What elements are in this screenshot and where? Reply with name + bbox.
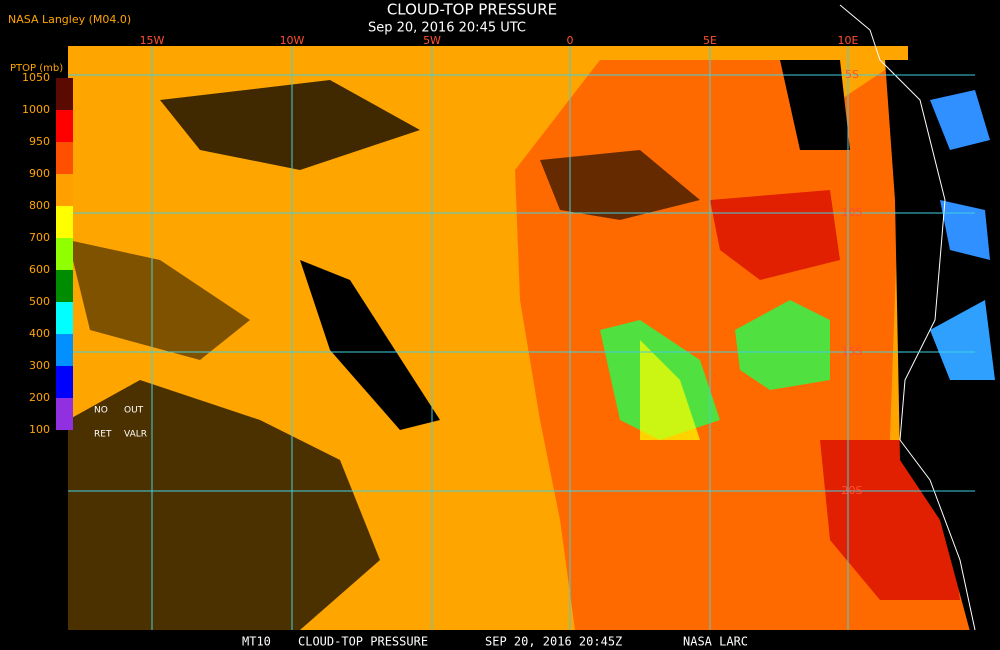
legend-tick-label: 800 bbox=[29, 199, 50, 212]
legend-swatch bbox=[56, 238, 73, 270]
longitude-label: 10E bbox=[838, 34, 859, 47]
footer-text: SEP 20, 2016 20:45Z bbox=[485, 635, 622, 649]
legend-tick-label: 1050 bbox=[22, 71, 50, 84]
legend-note: OUT bbox=[124, 406, 144, 416]
legend-swatch bbox=[56, 110, 73, 142]
clear-sky bbox=[160, 80, 420, 170]
latitude-label: 15S bbox=[842, 345, 863, 358]
legend-swatch bbox=[56, 142, 73, 174]
clear-sky bbox=[540, 150, 700, 220]
legend-tick-label: 950 bbox=[29, 135, 50, 148]
cloud-region bbox=[930, 90, 990, 150]
footer: MT10 CLOUD-TOP PRESSURE SEP 20, 2016 20:45… bbox=[242, 635, 748, 649]
map-title: CLOUD-TOP PRESSURE bbox=[387, 1, 557, 19]
legend-tick-label: 500 bbox=[29, 295, 50, 308]
legend-label: PTOP (mb) bbox=[10, 63, 63, 74]
legend-swatch bbox=[56, 398, 73, 430]
legend-swatch bbox=[56, 270, 73, 302]
footer-text: NASA LARC bbox=[683, 635, 748, 649]
legend-tick-label: 100 bbox=[29, 423, 50, 436]
legend-swatch bbox=[56, 366, 73, 398]
footer-text: CLOUD-TOP PRESSURE bbox=[298, 635, 428, 649]
legend-note: NO bbox=[94, 406, 108, 416]
cloud-region bbox=[735, 300, 830, 390]
legend-swatch bbox=[56, 78, 73, 110]
map-subtitle: Sep 20, 2016 20:45 UTC bbox=[368, 21, 526, 36]
latitude-label: 20S bbox=[842, 484, 863, 497]
legend-swatch bbox=[56, 302, 73, 334]
cloud-field bbox=[68, 4, 1000, 650]
legend-tick-label: 1000 bbox=[22, 103, 50, 116]
longitude-label: 15W bbox=[140, 34, 165, 47]
latitude-label: 10S bbox=[842, 206, 863, 219]
legend-tick-label: 300 bbox=[29, 359, 50, 372]
legend-note: RET bbox=[94, 430, 112, 440]
legend-tick-label: 600 bbox=[29, 263, 50, 276]
longitude-label: 0 bbox=[567, 34, 574, 47]
legend-swatch bbox=[56, 206, 73, 238]
cloud-region bbox=[640, 340, 700, 440]
latitude-label: 5S bbox=[845, 68, 859, 81]
source-label: NASA Langley (M04.0) bbox=[8, 13, 131, 26]
legend-swatch bbox=[56, 174, 73, 206]
clear-sky bbox=[300, 260, 440, 430]
footer-text: MT10 bbox=[242, 635, 271, 649]
cloud-region bbox=[940, 200, 990, 260]
legend-tick-label: 200 bbox=[29, 391, 50, 404]
cloud-region bbox=[930, 300, 995, 380]
clear-sky bbox=[780, 60, 850, 150]
legend-tick-label: 400 bbox=[29, 327, 50, 340]
clear-sky bbox=[68, 380, 380, 630]
longitude-label: 5W bbox=[423, 34, 441, 47]
legend-tick-label: 700 bbox=[29, 231, 50, 244]
color-legend: 1050 1000 950 900 800 700 600 500 400 300 200 100 NO… bbox=[22, 71, 147, 440]
coastline bbox=[839, 4, 976, 631]
legend-swatch bbox=[56, 334, 73, 366]
longitude-label: 10W bbox=[280, 34, 305, 47]
legend-note: VALR bbox=[124, 430, 147, 440]
legend-tick-label: 900 bbox=[29, 167, 50, 180]
longitude-label: 5E bbox=[703, 34, 717, 47]
graticule: 15W 10W 5W 0 5E 10E 5S 10S 15S 20S bbox=[68, 34, 975, 630]
clear-sky bbox=[68, 240, 250, 360]
